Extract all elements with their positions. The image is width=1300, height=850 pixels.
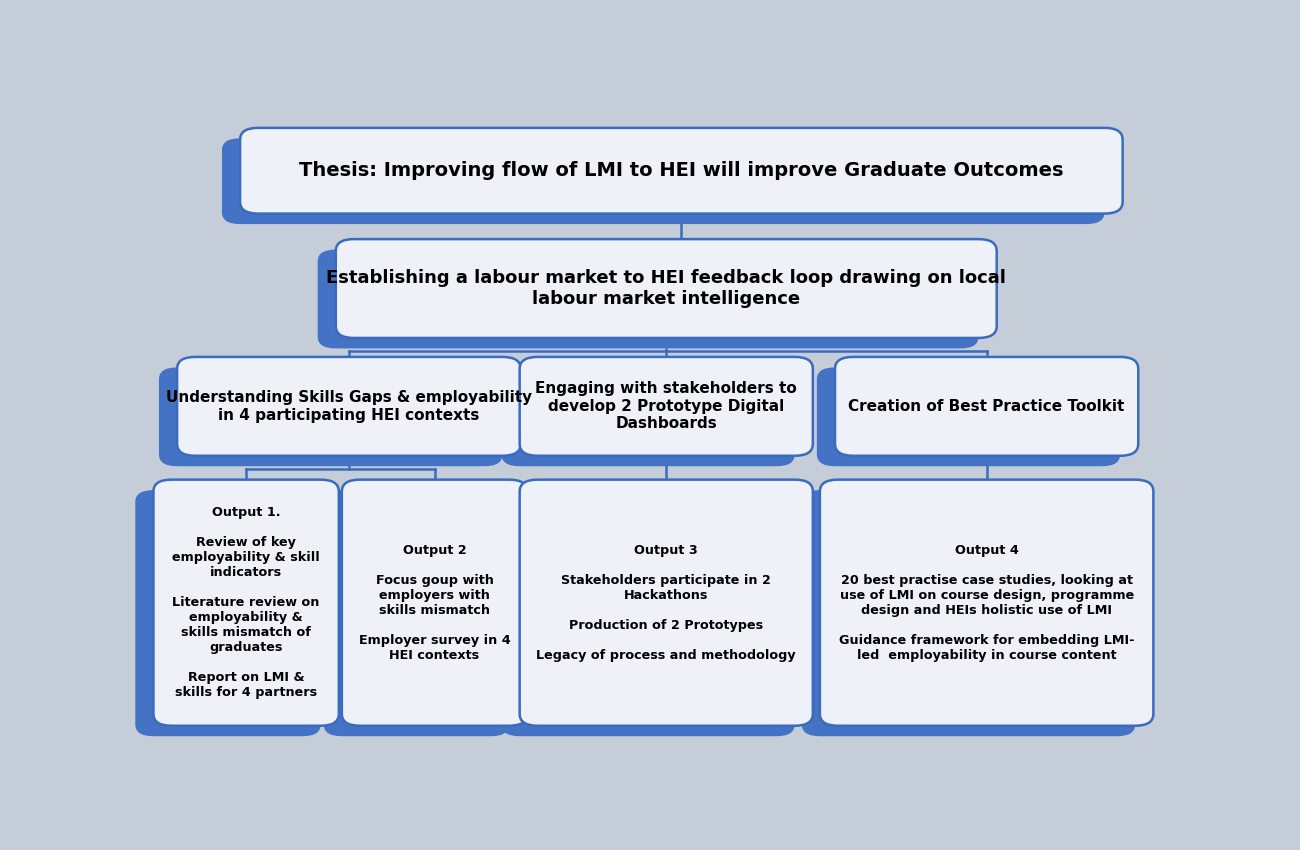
Text: Output 3

Stakeholders participate in 2
Hackathons

Production of 2 Prototypes

: Output 3 Stakeholders participate in 2 H…	[537, 544, 796, 661]
Text: Understanding Skills Gaps & employability
in 4 participating HEI contexts: Understanding Skills Gaps & employabilit…	[166, 390, 532, 422]
Text: Establishing a labour market to HEI feedback loop drawing on local
labour market: Establishing a labour market to HEI feed…	[326, 269, 1006, 308]
FancyBboxPatch shape	[502, 490, 794, 736]
Text: Engaging with stakeholders to
develop 2 Prototype Digital
Dashboards: Engaging with stakeholders to develop 2 …	[536, 382, 797, 431]
FancyBboxPatch shape	[317, 250, 979, 348]
FancyBboxPatch shape	[520, 357, 812, 456]
FancyBboxPatch shape	[502, 367, 794, 467]
Text: Output 2

Focus goup with
employers with
skills mismatch

Employer survey in 4
H: Output 2 Focus goup with employers with …	[359, 544, 511, 661]
FancyBboxPatch shape	[177, 357, 521, 456]
FancyBboxPatch shape	[135, 490, 321, 736]
FancyBboxPatch shape	[324, 490, 510, 736]
Text: Creation of Best Practice Toolkit: Creation of Best Practice Toolkit	[849, 399, 1124, 414]
FancyBboxPatch shape	[816, 367, 1121, 467]
FancyBboxPatch shape	[820, 479, 1153, 726]
Text: Output 1.

Review of key
employability & skill
indicators

Literature review on
: Output 1. Review of key employability & …	[172, 507, 320, 700]
FancyBboxPatch shape	[222, 139, 1105, 224]
Text: Thesis: Improving flow of LMI to HEI will improve Graduate Outcomes: Thesis: Improving flow of LMI to HEI wil…	[299, 162, 1063, 180]
FancyBboxPatch shape	[240, 128, 1123, 213]
Text: Output 4

20 best practise case studies, looking at
use of LMI on course design,: Output 4 20 best practise case studies, …	[838, 544, 1135, 661]
FancyBboxPatch shape	[335, 239, 997, 338]
FancyBboxPatch shape	[835, 357, 1139, 456]
FancyBboxPatch shape	[520, 479, 812, 726]
FancyBboxPatch shape	[153, 479, 339, 726]
FancyBboxPatch shape	[342, 479, 528, 726]
FancyBboxPatch shape	[159, 367, 503, 467]
FancyBboxPatch shape	[802, 490, 1135, 736]
